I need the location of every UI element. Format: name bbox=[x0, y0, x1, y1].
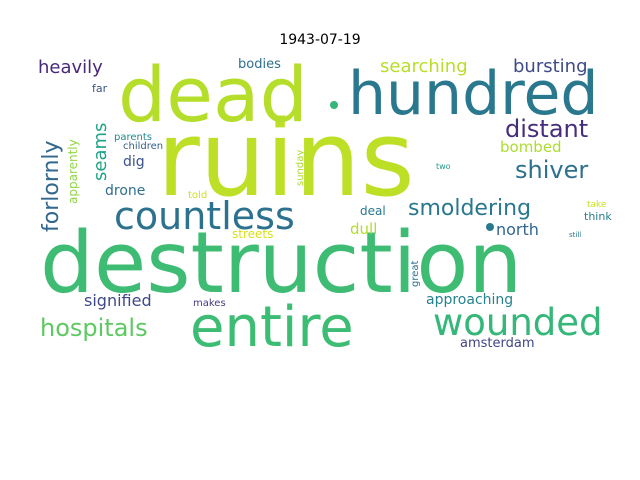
word-destruction: destruction bbox=[40, 214, 522, 313]
word-sunday: sunday bbox=[295, 150, 306, 186]
word-bombed: bombed bbox=[500, 138, 562, 156]
word-entire: entire bbox=[190, 295, 354, 360]
decorative-dot bbox=[486, 223, 494, 231]
word-distant: distant bbox=[505, 115, 588, 143]
word-smoldering: smoldering bbox=[408, 196, 531, 221]
word-far: far bbox=[92, 82, 108, 95]
word-north: north bbox=[496, 220, 539, 239]
word-dig: dig bbox=[123, 154, 145, 170]
word-bursting: bursting bbox=[513, 56, 588, 77]
word-dull: dull bbox=[350, 220, 377, 238]
cloud-title: 1943-07-19 bbox=[279, 32, 361, 48]
word-drone: drone bbox=[105, 183, 145, 199]
word-signified: signified bbox=[84, 291, 152, 310]
word-approaching: approaching bbox=[426, 292, 513, 308]
word-apparently: apparently bbox=[66, 139, 80, 204]
decorative-dot bbox=[330, 101, 338, 109]
word-take: take bbox=[587, 200, 607, 210]
word-forlornly: forlornly bbox=[39, 140, 64, 232]
word-wounded: wounded bbox=[433, 301, 603, 344]
word-countless: countless bbox=[114, 194, 295, 238]
word-bodies: bodies bbox=[238, 57, 281, 72]
word-parents: parents bbox=[114, 132, 152, 143]
word-searching: searching bbox=[380, 56, 468, 77]
word-seams: seams bbox=[90, 123, 111, 181]
word-still: still bbox=[569, 231, 581, 239]
word-dead: dead bbox=[118, 50, 308, 139]
word-told: told bbox=[188, 190, 207, 201]
word-children: children bbox=[123, 141, 163, 152]
word-makes: makes bbox=[193, 298, 226, 309]
word-two: two bbox=[436, 162, 451, 171]
word-heavily: heavily bbox=[38, 57, 103, 78]
word-ruins: ruins bbox=[157, 98, 415, 220]
word-streets: streets bbox=[232, 227, 273, 241]
word-deal: deal bbox=[360, 204, 386, 218]
word-amsterdam: amsterdam bbox=[460, 336, 535, 351]
word-hospitals: hospitals bbox=[40, 314, 148, 342]
word-shiver: shiver bbox=[515, 156, 588, 184]
word-great: great bbox=[410, 260, 421, 287]
word-think: think bbox=[584, 210, 612, 223]
word-hundred: hundred bbox=[348, 59, 599, 129]
